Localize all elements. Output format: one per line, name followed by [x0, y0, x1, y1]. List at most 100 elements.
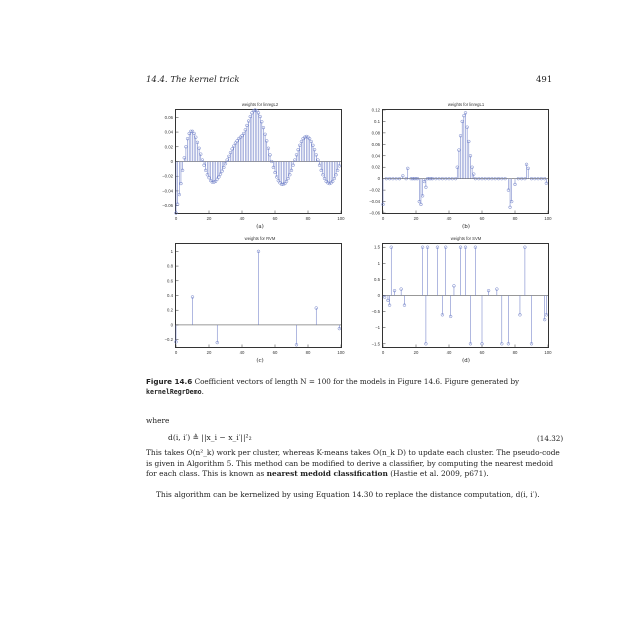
- x-tick-label: 100: [544, 216, 552, 221]
- stem-marker: [265, 139, 269, 143]
- stem-marker: [332, 176, 337, 181]
- y-tick-label: 0.1: [374, 119, 381, 124]
- panel-label: (c): [256, 358, 264, 364]
- stem-marker: [255, 109, 259, 113]
- stem-marker: [260, 120, 264, 124]
- stem-marker: [477, 177, 481, 181]
- stem-marker: [544, 181, 549, 185]
- stem-marker: [387, 303, 392, 307]
- stem-marker: [266, 146, 271, 150]
- figure-panel-d: weights for SVM −1.5 −1 −0.5 0 0.5 1 1.5 0 20 40 6…: [365, 236, 555, 370]
- paragraph-1: This takes O(n²_k) work per cluster, whe…: [146, 448, 560, 480]
- y-tick-label: 0.8: [167, 264, 174, 269]
- y-tick-label: −0.04: [162, 188, 173, 193]
- paragraph-1-text: This takes O(n²_k) work per cluster, whe…: [146, 448, 560, 478]
- stem-marker: [416, 177, 420, 181]
- panel-label: (d): [462, 358, 470, 364]
- y-tick-label: 0.12: [372, 108, 381, 113]
- stem-marker: [304, 134, 309, 139]
- y-tick-label: 0: [171, 322, 174, 327]
- stem-marker: [174, 211, 178, 215]
- y-tick-label: 1.5: [374, 245, 381, 250]
- y-tick-label: 0.04: [165, 130, 174, 135]
- equation: d(i, i′) ≜ ||x_i − x_i′||²₂: [168, 433, 252, 442]
- plot-area: −0.06 −0.04 −0.02 0 0.02 0.04 0.06 0.08 0.1 0.12 0…: [369, 108, 552, 222]
- stem-chart-c: −0.2 0 0.2 0.4 0.6 0.8 1 0 20 40 60 80 100: [165, 249, 346, 355]
- stem-marker: [450, 177, 454, 181]
- stem-marker: [192, 131, 196, 136]
- stem-marker: [516, 177, 520, 181]
- x-tick-label: 20: [207, 350, 212, 355]
- code-name: kernelRegrDemo: [146, 388, 202, 396]
- x-tick-label: 20: [414, 350, 419, 355]
- stem-marker: [424, 342, 428, 346]
- stem-marker: [402, 303, 407, 307]
- x-tick-label: 40: [240, 216, 245, 221]
- stem-marker: [543, 177, 547, 181]
- panel-title: weights for RVM: [244, 236, 276, 241]
- stem-marker: [223, 162, 228, 166]
- y-tick-label: 0: [171, 159, 174, 164]
- stem-marker: [425, 245, 430, 249]
- stem-marker: [447, 177, 451, 181]
- x-tick-label: 60: [480, 216, 485, 221]
- stem-marker: [500, 342, 504, 346]
- stem-marker: [444, 245, 448, 249]
- stem-marker: [510, 199, 514, 204]
- figure-panel-c: weights for RVM −0.2 0 0.2 0.4 0.6 0.8 1 0 20 40 6…: [165, 236, 346, 370]
- stem-marker: [429, 177, 433, 181]
- stem-marker: [311, 143, 315, 147]
- running-header: 14.4. The kernel trick: [146, 75, 240, 85]
- stem-marker: [197, 146, 201, 150]
- stem-marker: [220, 169, 224, 173]
- stem-marker: [284, 179, 289, 184]
- stem-marker: [411, 177, 415, 181]
- stem-marker: [473, 177, 478, 181]
- stem-marker: [533, 177, 537, 181]
- stem-marker: [490, 177, 494, 181]
- stem-marker: [283, 181, 287, 186]
- stem-marker: [480, 342, 484, 346]
- stem-marker: [215, 340, 219, 345]
- stem-marker: [452, 284, 456, 288]
- stem-marker: [435, 245, 440, 249]
- stem-marker: [529, 177, 534, 181]
- stem-marker: [468, 342, 473, 346]
- stem-marker: [465, 125, 469, 129]
- stem-marker: [427, 177, 431, 181]
- stem-marker: [312, 148, 317, 152]
- y-tick-label: 0.6: [167, 278, 174, 283]
- stem-marker: [190, 295, 195, 299]
- stem-marker: [473, 245, 478, 249]
- stem-marker: [463, 111, 468, 115]
- stem-marker: [486, 289, 491, 293]
- stem-marker: [213, 179, 218, 184]
- stem-marker: [258, 114, 262, 119]
- stem-marker: [536, 177, 540, 181]
- y-tick-label: −0.5: [372, 309, 381, 314]
- stem-marker: [424, 185, 428, 189]
- stem-chart-a: −0.06 −0.04 −0.02 0 0.02 0.04 0.06 0 20 40 60 80 100: [162, 108, 345, 221]
- equation-number: (14.32): [537, 434, 564, 443]
- figure-panel-b: weights for linregL1 −0.06 −0.04 −0.02 0 0.0…: [365, 102, 555, 232]
- stem-marker: [399, 287, 403, 291]
- stem-marker: [419, 202, 423, 207]
- plot-area: −0.2 0 0.2 0.4 0.6 0.8 1 0 20 40 60 80 100: [165, 243, 346, 355]
- stem-marker: [529, 342, 534, 346]
- plot-area: −0.06 −0.04 −0.02 0 0.02 0.04 0.06 0 20 40 60 80 100: [162, 108, 345, 221]
- x-tick-label: 0: [382, 216, 385, 221]
- x-tick-label: 100: [337, 216, 345, 221]
- stem-marker: [401, 174, 405, 178]
- stem-marker: [463, 245, 468, 249]
- stem-marker: [480, 177, 484, 181]
- stem-marker: [194, 135, 198, 139]
- stem-marker: [291, 163, 295, 167]
- stem-marker: [409, 177, 413, 181]
- stem-marker: [180, 168, 185, 172]
- x-tick-label: 0: [175, 216, 178, 221]
- x-tick-label: 60: [273, 216, 278, 221]
- stem-marker: [526, 166, 530, 171]
- y-tick-label: 0: [378, 176, 381, 181]
- stem-marker: [190, 129, 195, 133]
